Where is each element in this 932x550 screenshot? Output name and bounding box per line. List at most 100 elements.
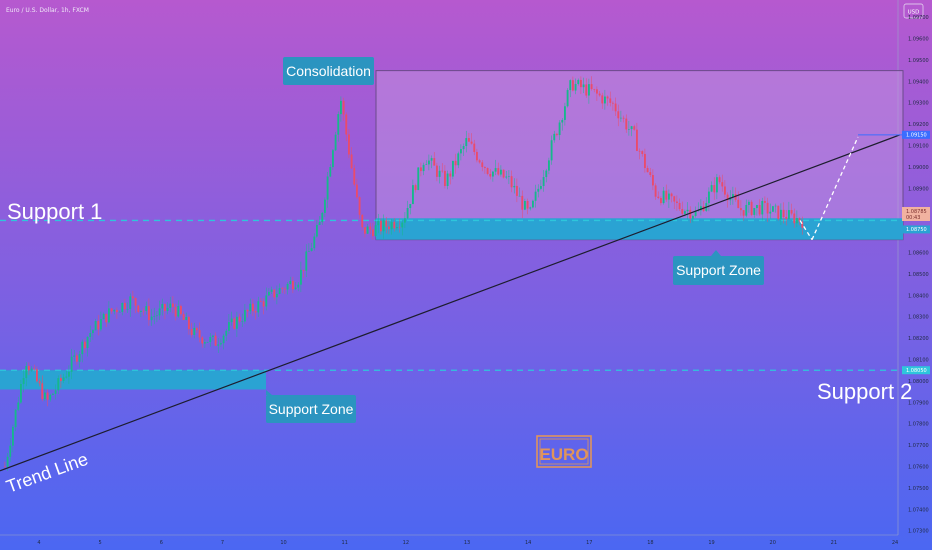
- time-tick-label: 13: [464, 540, 470, 546]
- projection-line-down: [799, 220, 813, 241]
- price-tick-label: 1.08300: [908, 315, 929, 321]
- candle-body: [420, 167, 422, 172]
- candle-body: [198, 330, 201, 338]
- candle-body: [577, 79, 580, 84]
- lower-support-zone-label: Support Zone: [266, 390, 356, 423]
- candle-body: [41, 383, 44, 400]
- candle-body: [636, 129, 638, 151]
- euro-stamp: EURO: [536, 435, 592, 468]
- candle-body: [118, 311, 121, 313]
- candle-body: [116, 309, 118, 313]
- candle-body: [486, 168, 489, 174]
- candle-body: [49, 394, 52, 400]
- candle-body: [166, 307, 169, 311]
- time-axis: 4 5 6 7 10 11 12 13 14 17 18 19 20 21 24: [37, 540, 898, 546]
- currency-button[interactable]: USD: [903, 3, 924, 19]
- candle-body: [68, 371, 70, 377]
- candle-body: [382, 220, 385, 232]
- candle-body: [92, 330, 94, 334]
- candle-body: [358, 197, 361, 215]
- lower-support-zone-text: Support Zone: [269, 401, 354, 417]
- candle-body: [204, 342, 206, 344]
- price-tag-label: 00:43: [906, 215, 920, 221]
- candle-body: [308, 251, 310, 252]
- candle-body: [449, 173, 452, 177]
- candle-body: [796, 218, 798, 224]
- candle-body: [801, 221, 804, 228]
- candle-body: [668, 193, 670, 200]
- candle-body: [366, 226, 369, 234]
- candle-body: [110, 308, 113, 312]
- candle-body: [756, 204, 758, 209]
- candle-body: [545, 170, 548, 178]
- candle-body: [689, 209, 692, 219]
- candle-body: [350, 154, 353, 169]
- price-tick-label: 1.07300: [908, 529, 929, 535]
- candle-body: [310, 248, 313, 252]
- price-tag-label: 1.08050: [906, 368, 927, 374]
- candle-body: [14, 409, 17, 428]
- candle-body: [673, 196, 676, 202]
- candle-body: [12, 427, 14, 446]
- candle-body: [505, 176, 508, 178]
- projection-line-up: [811, 136, 859, 240]
- candle-body: [732, 194, 734, 198]
- candle-body: [508, 176, 510, 177]
- candle-body: [785, 216, 788, 220]
- candle-body: [686, 209, 689, 212]
- candle-body: [254, 311, 257, 313]
- candle-body: [190, 329, 193, 335]
- candle-body: [305, 251, 308, 271]
- candle-body: [17, 402, 20, 410]
- candle-body: [569, 80, 572, 91]
- candle-body: [76, 355, 78, 362]
- candle-body: [692, 215, 694, 219]
- currency-button-label: USD: [908, 10, 920, 16]
- candle-body: [153, 316, 156, 317]
- candle-body: [596, 89, 598, 94]
- candle-body: [393, 221, 396, 229]
- candle-body: [281, 288, 284, 289]
- candle-body: [292, 280, 294, 290]
- candle-body: [158, 308, 161, 316]
- candle-body: [654, 185, 657, 197]
- lower-support-zone: [0, 370, 266, 390]
- price-tick-label: 1.07700: [908, 443, 929, 449]
- price-tick-label: 1.07800: [908, 422, 929, 428]
- price-tick-label: 1.09600: [908, 37, 929, 43]
- candle-body: [318, 222, 321, 225]
- time-tick-label: 14: [525, 540, 531, 546]
- candle-body: [62, 377, 65, 381]
- candle-body: [425, 164, 428, 165]
- candle-body: [758, 204, 761, 215]
- candle-body: [457, 153, 460, 166]
- candle-body: [36, 369, 38, 382]
- price-tag-support: [902, 366, 930, 375]
- candle-body: [348, 134, 350, 155]
- candle-body: [726, 194, 729, 201]
- candle-body: [716, 177, 718, 193]
- candle-body: [246, 310, 249, 312]
- candle-body: [593, 89, 596, 90]
- candle-body: [590, 84, 593, 90]
- candle-body: [708, 191, 710, 204]
- candle-body: [185, 317, 188, 320]
- candle-body: [396, 227, 398, 229]
- candle-body: [710, 185, 713, 192]
- candle-body: [201, 337, 204, 344]
- candle-body: [409, 204, 412, 209]
- candle-body: [556, 133, 558, 136]
- candle-body: [788, 210, 790, 220]
- time-tick-label: 5: [99, 540, 102, 546]
- candle-body: [126, 308, 129, 310]
- candle-body: [766, 202, 769, 214]
- candle-body: [713, 185, 716, 193]
- candle-body: [268, 291, 270, 296]
- candle-body: [78, 354, 81, 362]
- candle-body: [225, 330, 228, 336]
- candle-body: [4, 466, 6, 468]
- candle-body: [572, 80, 574, 91]
- candle-body: [550, 140, 553, 161]
- candle-body: [6, 456, 9, 467]
- price-tick-label: 1.09300: [908, 101, 929, 107]
